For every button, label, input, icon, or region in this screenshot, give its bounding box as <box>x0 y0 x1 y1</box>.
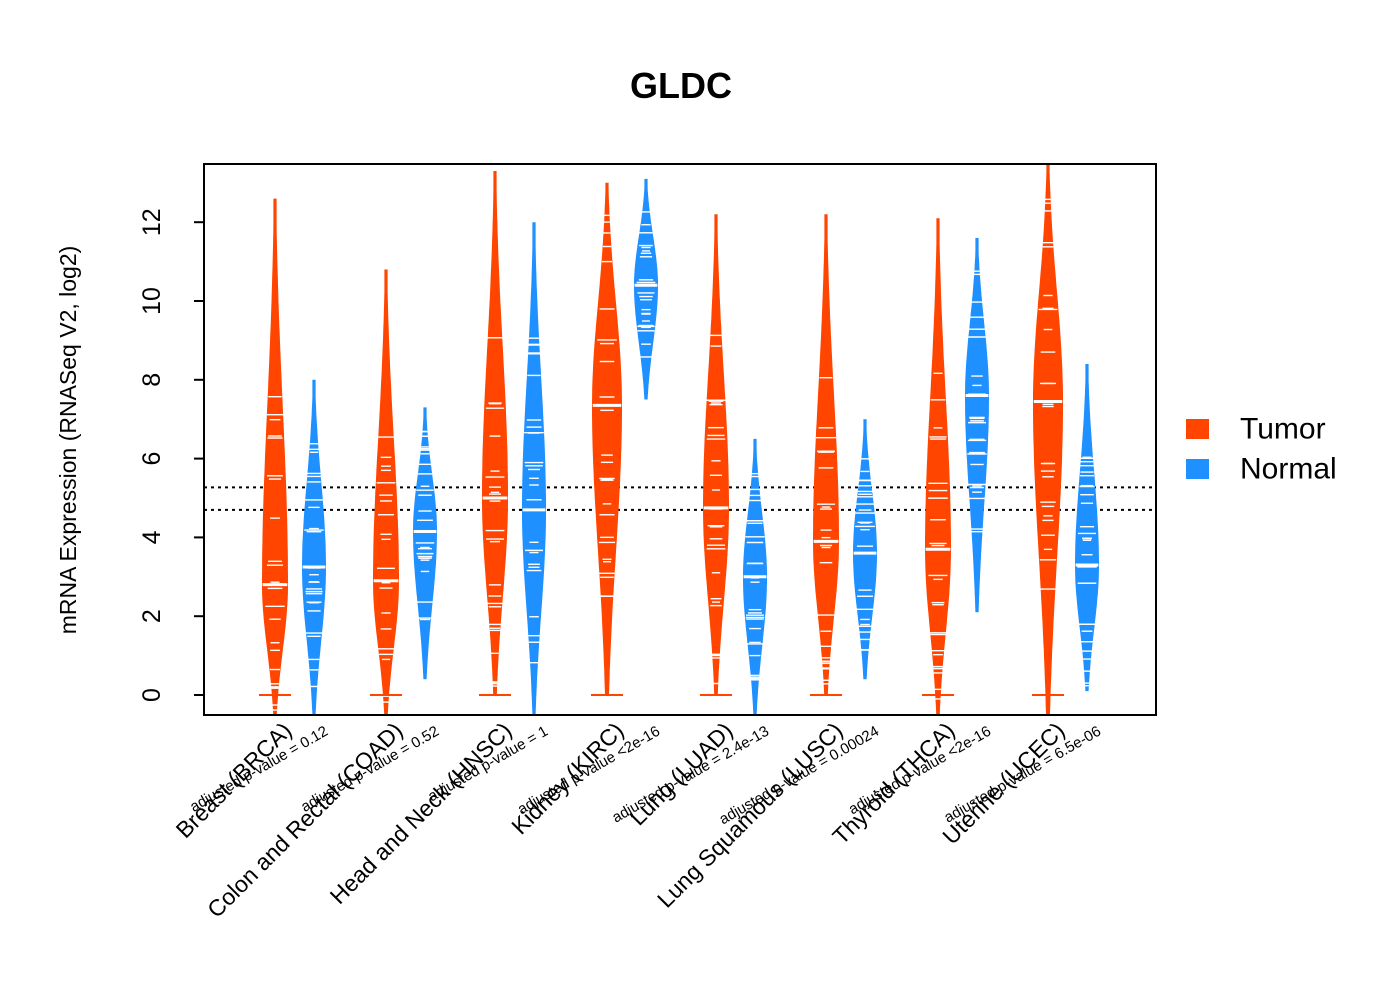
y-tick-label-5: 10 <box>138 287 166 315</box>
y-axis-label: mRNA Expression (RNASeq V2, log2) <box>55 246 81 635</box>
violin-cat3-tumor <box>591 182 623 696</box>
violin-shape-cat4-tumor <box>703 214 729 696</box>
violin-cat6-tumor <box>922 218 954 715</box>
violin-shape-cat5-normal <box>853 419 877 680</box>
violin-shape-cat6-normal <box>965 238 989 613</box>
legend-swatch-tumor <box>1186 419 1209 439</box>
violin-shape-cat1-tumor <box>373 269 399 714</box>
chart-title: GLDC <box>630 65 732 106</box>
y-tick-label-2: 4 <box>138 530 166 544</box>
y-tick-label-3: 6 <box>138 452 166 466</box>
violin-cat1-normal <box>413 407 437 680</box>
legend-label-normal: Normal <box>1240 453 1337 486</box>
violin-shape-cat0-tumor <box>262 198 288 715</box>
violin-shape-cat2-tumor <box>482 171 508 695</box>
violin-cat1-tumor <box>370 269 402 714</box>
violin-cat0-tumor <box>259 198 291 715</box>
violin-cat7-tumor <box>1032 165 1064 714</box>
violin-cat2-normal <box>522 222 546 714</box>
violin-shape-cat5-tumor <box>813 214 839 696</box>
y-tick-label-1: 2 <box>138 609 166 623</box>
violin-cat7-normal <box>1075 364 1099 692</box>
legend: Tumor Normal <box>1186 413 1337 486</box>
violin-shape-cat7-tumor <box>1033 165 1063 714</box>
violin-shape-cat7-normal <box>1075 364 1099 692</box>
violin-cat0-normal <box>302 379 326 714</box>
violin-cat4-normal <box>743 438 767 714</box>
violin-cat6-normal <box>965 238 989 613</box>
y-tick-label-0: 0 <box>138 688 166 702</box>
plot-frame <box>203 163 1157 716</box>
violin-cat5-tumor <box>810 214 842 696</box>
violin-cat2-tumor <box>479 171 511 696</box>
violin-cat4-tumor <box>700 214 732 696</box>
legend-swatch-normal <box>1186 459 1209 479</box>
violin-shape-cat3-normal <box>634 178 658 400</box>
y-tick-label-4: 8 <box>138 373 166 387</box>
violin-shape-cat3-tumor <box>592 182 622 696</box>
violin-cat3-normal <box>634 178 658 400</box>
y-tick-label-6: 12 <box>138 208 166 236</box>
violin-shape-cat2-normal <box>522 222 546 714</box>
violin-cat5-normal <box>853 419 877 680</box>
legend-label-tumor: Tumor <box>1240 413 1326 446</box>
violin-shape-cat0-normal <box>302 379 326 714</box>
violin-shape-cat6-tumor <box>925 218 951 715</box>
